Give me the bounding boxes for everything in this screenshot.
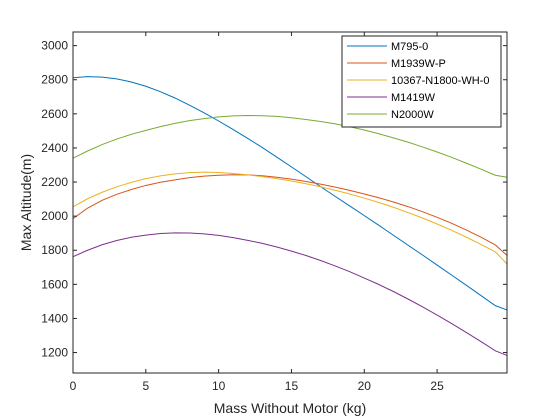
series-line-3 xyxy=(72,232,508,356)
legend-box xyxy=(341,35,502,128)
y-tick-label: 1600 xyxy=(41,277,68,291)
y-axis: 1200 1400 1600 1800 2000 2200 2400 2600 2800 3000 xyxy=(41,39,507,360)
y-tick-label: 1400 xyxy=(41,311,68,325)
y-tick-label: 2200 xyxy=(41,175,68,189)
series-line-0 xyxy=(72,76,508,311)
y-tick-label: 1800 xyxy=(41,243,68,257)
x-tick-label: 25 xyxy=(430,379,444,393)
x-tick-label: 15 xyxy=(285,379,299,393)
y-tick-label: 3000 xyxy=(41,39,68,53)
series-line-4 xyxy=(72,115,508,178)
y-tick-label: 2400 xyxy=(41,141,68,155)
series-line-2 xyxy=(72,171,508,265)
x-tick-label: 10 xyxy=(212,379,226,393)
y-tick-label: 1200 xyxy=(41,346,68,360)
x-tick-label: 20 xyxy=(358,379,372,393)
x-tick-label: 0 xyxy=(70,379,77,393)
y-tick-label: 2600 xyxy=(41,107,68,121)
legend-label-0: M795-0 xyxy=(391,41,428,53)
y-axis-label: Max Altitude(m) xyxy=(18,154,34,251)
x-axis-label: Mass Without Motor (kg) xyxy=(214,400,366,416)
axes-box xyxy=(72,31,508,374)
legend-label-4: N2000W xyxy=(391,109,434,121)
legend-label-3: M1419W xyxy=(391,92,436,104)
legend: M795-0 M1939W-P 10367-N1800-WH-0 M1419W N200… xyxy=(341,35,502,128)
series-layer xyxy=(72,76,508,356)
legend-label-1: M1939W-P xyxy=(391,58,446,70)
y-tick-label: 2800 xyxy=(41,73,68,87)
x-axis: 0 5 10 15 20 25 xyxy=(70,32,444,393)
series-line-1 xyxy=(72,174,508,256)
x-tick-label: 5 xyxy=(142,379,149,393)
legend-label-2: 10367-N1800-WH-0 xyxy=(391,75,489,87)
y-tick-label: 2000 xyxy=(41,209,68,223)
